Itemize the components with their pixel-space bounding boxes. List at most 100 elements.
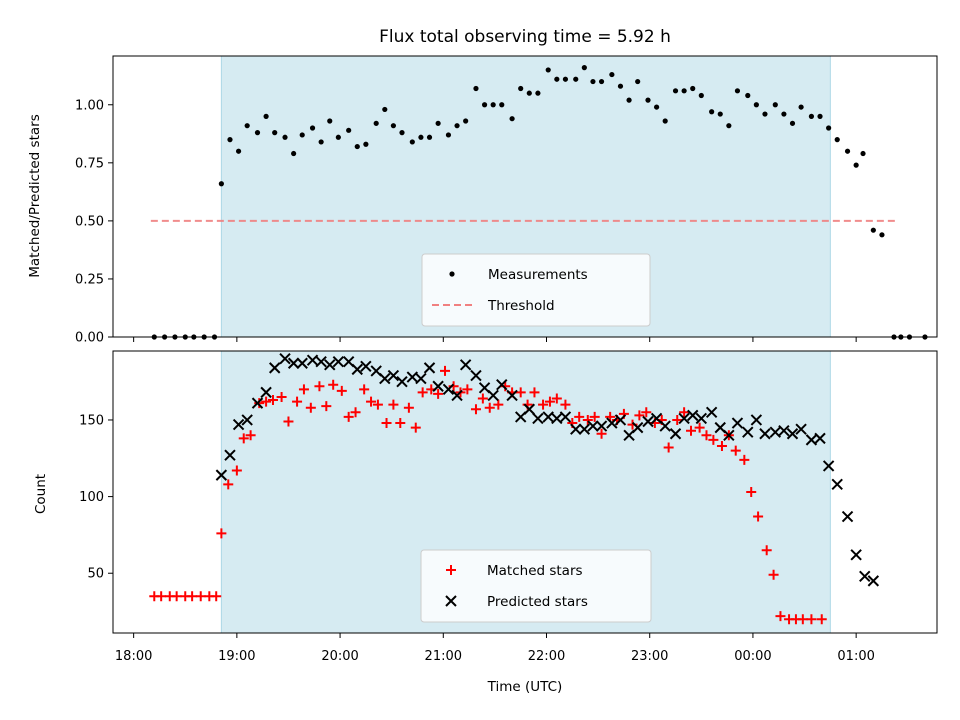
matched-star-point — [686, 425, 697, 436]
measurement-point — [681, 88, 687, 94]
measurements-series — [151, 65, 928, 340]
measurement-point — [473, 85, 479, 92]
matched-star-point — [359, 384, 370, 395]
measurement-point — [327, 118, 333, 124]
predicted-star-point — [805, 434, 818, 446]
measurement-point — [227, 137, 233, 143]
predicted-star-point — [831, 478, 843, 491]
measurement-point — [860, 150, 866, 157]
matched-star-point — [529, 387, 540, 398]
measurement-point — [609, 71, 615, 78]
measurement-point — [870, 227, 876, 233]
top-y-tick-label: 0.50 — [75, 214, 104, 229]
x-tick-label: 01:00 — [837, 649, 874, 664]
predicted-star-point — [241, 414, 253, 426]
top-y-tick-label: 1.00 — [75, 98, 104, 113]
predicted-star-point — [687, 409, 699, 422]
matched-star-point — [574, 411, 585, 422]
measurement-point — [409, 139, 415, 145]
predicted-star-point — [841, 510, 854, 523]
matched-star-point — [350, 407, 361, 418]
matched-star-point — [245, 430, 256, 441]
measurement-point — [426, 134, 433, 140]
matched-star-point — [816, 614, 827, 625]
matched-star-point — [589, 411, 600, 422]
predicted-star-point — [451, 389, 463, 402]
matched-star-point — [417, 387, 428, 398]
measurement-point — [490, 102, 496, 108]
matched-star-point — [292, 396, 303, 407]
bottom-x-axis-label: Time (UTC) — [487, 679, 563, 695]
predicted-star-point — [814, 432, 826, 445]
top-y-tick-label: 0.75 — [75, 156, 104, 171]
measurement-point — [698, 92, 704, 99]
predicted-star-point — [487, 389, 499, 402]
measurement-point — [382, 106, 388, 113]
predicted-star-point — [850, 549, 862, 561]
top-axes: 0.00 0.25 0.50 0.75 1.00 Measurements Threshol… — [75, 55, 938, 346]
predicted-star-point — [387, 369, 400, 382]
measurement-point — [879, 232, 885, 238]
measurement-point — [354, 143, 360, 150]
matched-star-point — [730, 445, 741, 456]
measurement-point — [808, 113, 815, 119]
predicted-star-point — [251, 397, 264, 409]
measurement-point — [335, 134, 341, 140]
measurement-point — [509, 116, 515, 122]
predicted-star-point — [287, 357, 300, 369]
predicted-star-point — [822, 460, 835, 472]
predicted-star-point — [423, 362, 436, 374]
x-tick-label: 18:00 — [115, 649, 152, 664]
measurement-point — [481, 102, 488, 108]
measurement-point — [244, 123, 250, 129]
measurement-point — [626, 97, 632, 103]
x-tick-label: 23:00 — [631, 649, 668, 664]
measurement-point — [745, 92, 751, 99]
predicted-star-point — [678, 412, 690, 425]
x-tick-label: 00:00 — [734, 649, 771, 664]
matched-star-point — [663, 442, 674, 453]
measurement-point — [463, 118, 469, 124]
predicted-star-point — [705, 406, 718, 419]
measurement-point — [789, 120, 796, 126]
top-legend: Measurements Threshold — [421, 253, 651, 327]
bottom-y-tick-label: 50 — [87, 567, 104, 582]
predicted-star-point — [614, 414, 627, 426]
matched-star-point — [156, 591, 167, 602]
matched-star-point — [775, 611, 786, 622]
predicted-star-point — [669, 428, 682, 440]
matched-star-point — [366, 396, 377, 407]
predicted-star-point — [570, 423, 582, 435]
measurement-point — [299, 132, 305, 138]
predicted-star-point — [506, 389, 518, 402]
predicted-star-point — [750, 414, 763, 426]
bottom-axes: 50 100 150 18:00 19:00 20:00 21:00 22:00 23:00 00… — [79, 350, 938, 664]
predicted-star-point — [351, 363, 363, 376]
matched-star-point — [223, 479, 234, 490]
measurement-point — [373, 120, 379, 126]
measurement-point — [254, 130, 261, 136]
matched-star-point — [551, 393, 562, 404]
matched-star-point — [187, 591, 198, 602]
top-plot-frame — [112, 55, 938, 338]
predicted-star-point — [324, 359, 336, 371]
matched-star-point — [403, 402, 414, 413]
bottom-plot-frame — [112, 350, 938, 634]
matched-star-point — [328, 379, 339, 390]
measurement-point — [834, 137, 840, 143]
matched-star-point — [701, 430, 712, 441]
matched-star-point — [462, 384, 473, 395]
predicted-star-point — [778, 424, 790, 437]
matched-star-point — [679, 407, 690, 418]
matched-star-point — [343, 411, 354, 422]
predicted-star-point — [867, 575, 880, 587]
measurement-point — [573, 76, 579, 82]
predicted-star-point — [695, 412, 708, 425]
matched-star-point — [305, 402, 316, 413]
legend-label: Measurements — [488, 267, 588, 283]
top-y-tick-label: 0.25 — [75, 272, 104, 287]
predicted-star-point — [769, 426, 782, 438]
measurement-point — [826, 125, 832, 131]
x-tick-label: 20:00 — [321, 649, 358, 664]
